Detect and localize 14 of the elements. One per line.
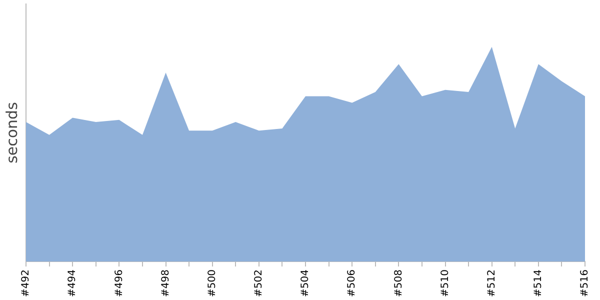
x-tick-label: #514 — [533, 270, 544, 298]
x-tick-label: #492 — [20, 270, 32, 298]
x-tick-label: #498 — [160, 270, 172, 298]
x-tick-label: #512 — [486, 270, 498, 298]
x-tick-label: #504 — [300, 270, 312, 298]
x-tick-label: #500 — [206, 270, 218, 298]
x-tick-label: #496 — [114, 270, 125, 298]
y-axis-title: seconds — [2, 102, 21, 164]
x-tick-label: #516 — [580, 270, 591, 298]
x-tick-label: #510 — [440, 270, 451, 298]
x-tick-label: #506 — [346, 270, 358, 298]
x-tick-label: #494 — [67, 270, 78, 298]
x-tick-label: #508 — [393, 270, 404, 298]
x-tick-label: #502 — [254, 270, 265, 298]
